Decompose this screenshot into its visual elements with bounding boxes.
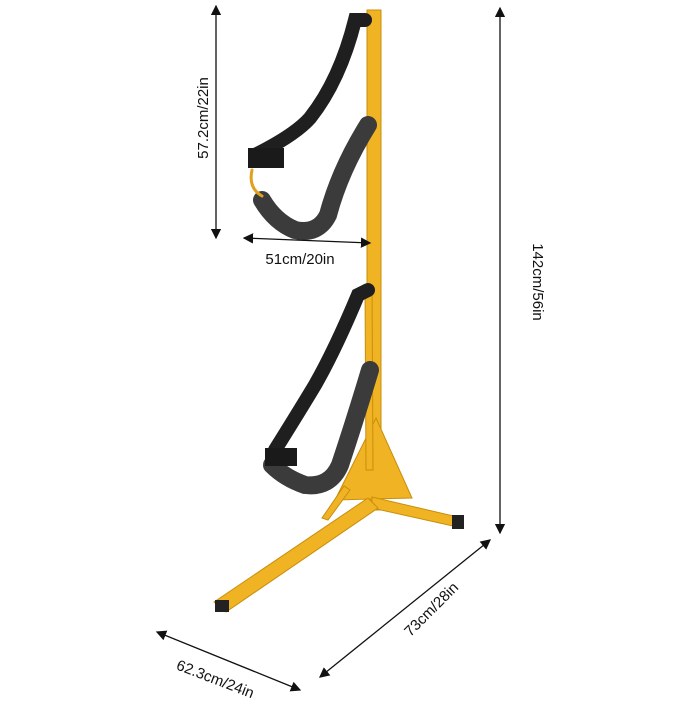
foot <box>215 600 229 612</box>
cradle-pad <box>253 116 377 240</box>
foot <box>452 515 464 529</box>
dimension-line <box>155 630 302 692</box>
buckle-pad <box>248 148 284 168</box>
total-height-label: 142cm/56in <box>529 243 546 321</box>
upper-height-label: 57.2cm/22in <box>195 77 212 159</box>
dimension-line <box>318 539 492 678</box>
dimension-line <box>242 233 372 248</box>
base-length-label: 73cm/28in <box>401 579 462 640</box>
strap <box>248 13 372 162</box>
base-width-label: 62.3cm/24in <box>174 657 256 700</box>
upper-cradle <box>248 13 377 240</box>
back-leg <box>371 496 463 529</box>
brace <box>321 485 351 521</box>
stand <box>213 9 463 613</box>
dimension-lines <box>155 4 506 692</box>
hook <box>249 168 264 198</box>
cradle-width-label: 51cm/20in <box>265 251 334 268</box>
cradle-pad <box>263 361 379 495</box>
lower-cradle <box>263 283 379 495</box>
strap <box>268 283 375 457</box>
front-leg <box>213 497 379 613</box>
buckle-pad <box>265 448 297 466</box>
